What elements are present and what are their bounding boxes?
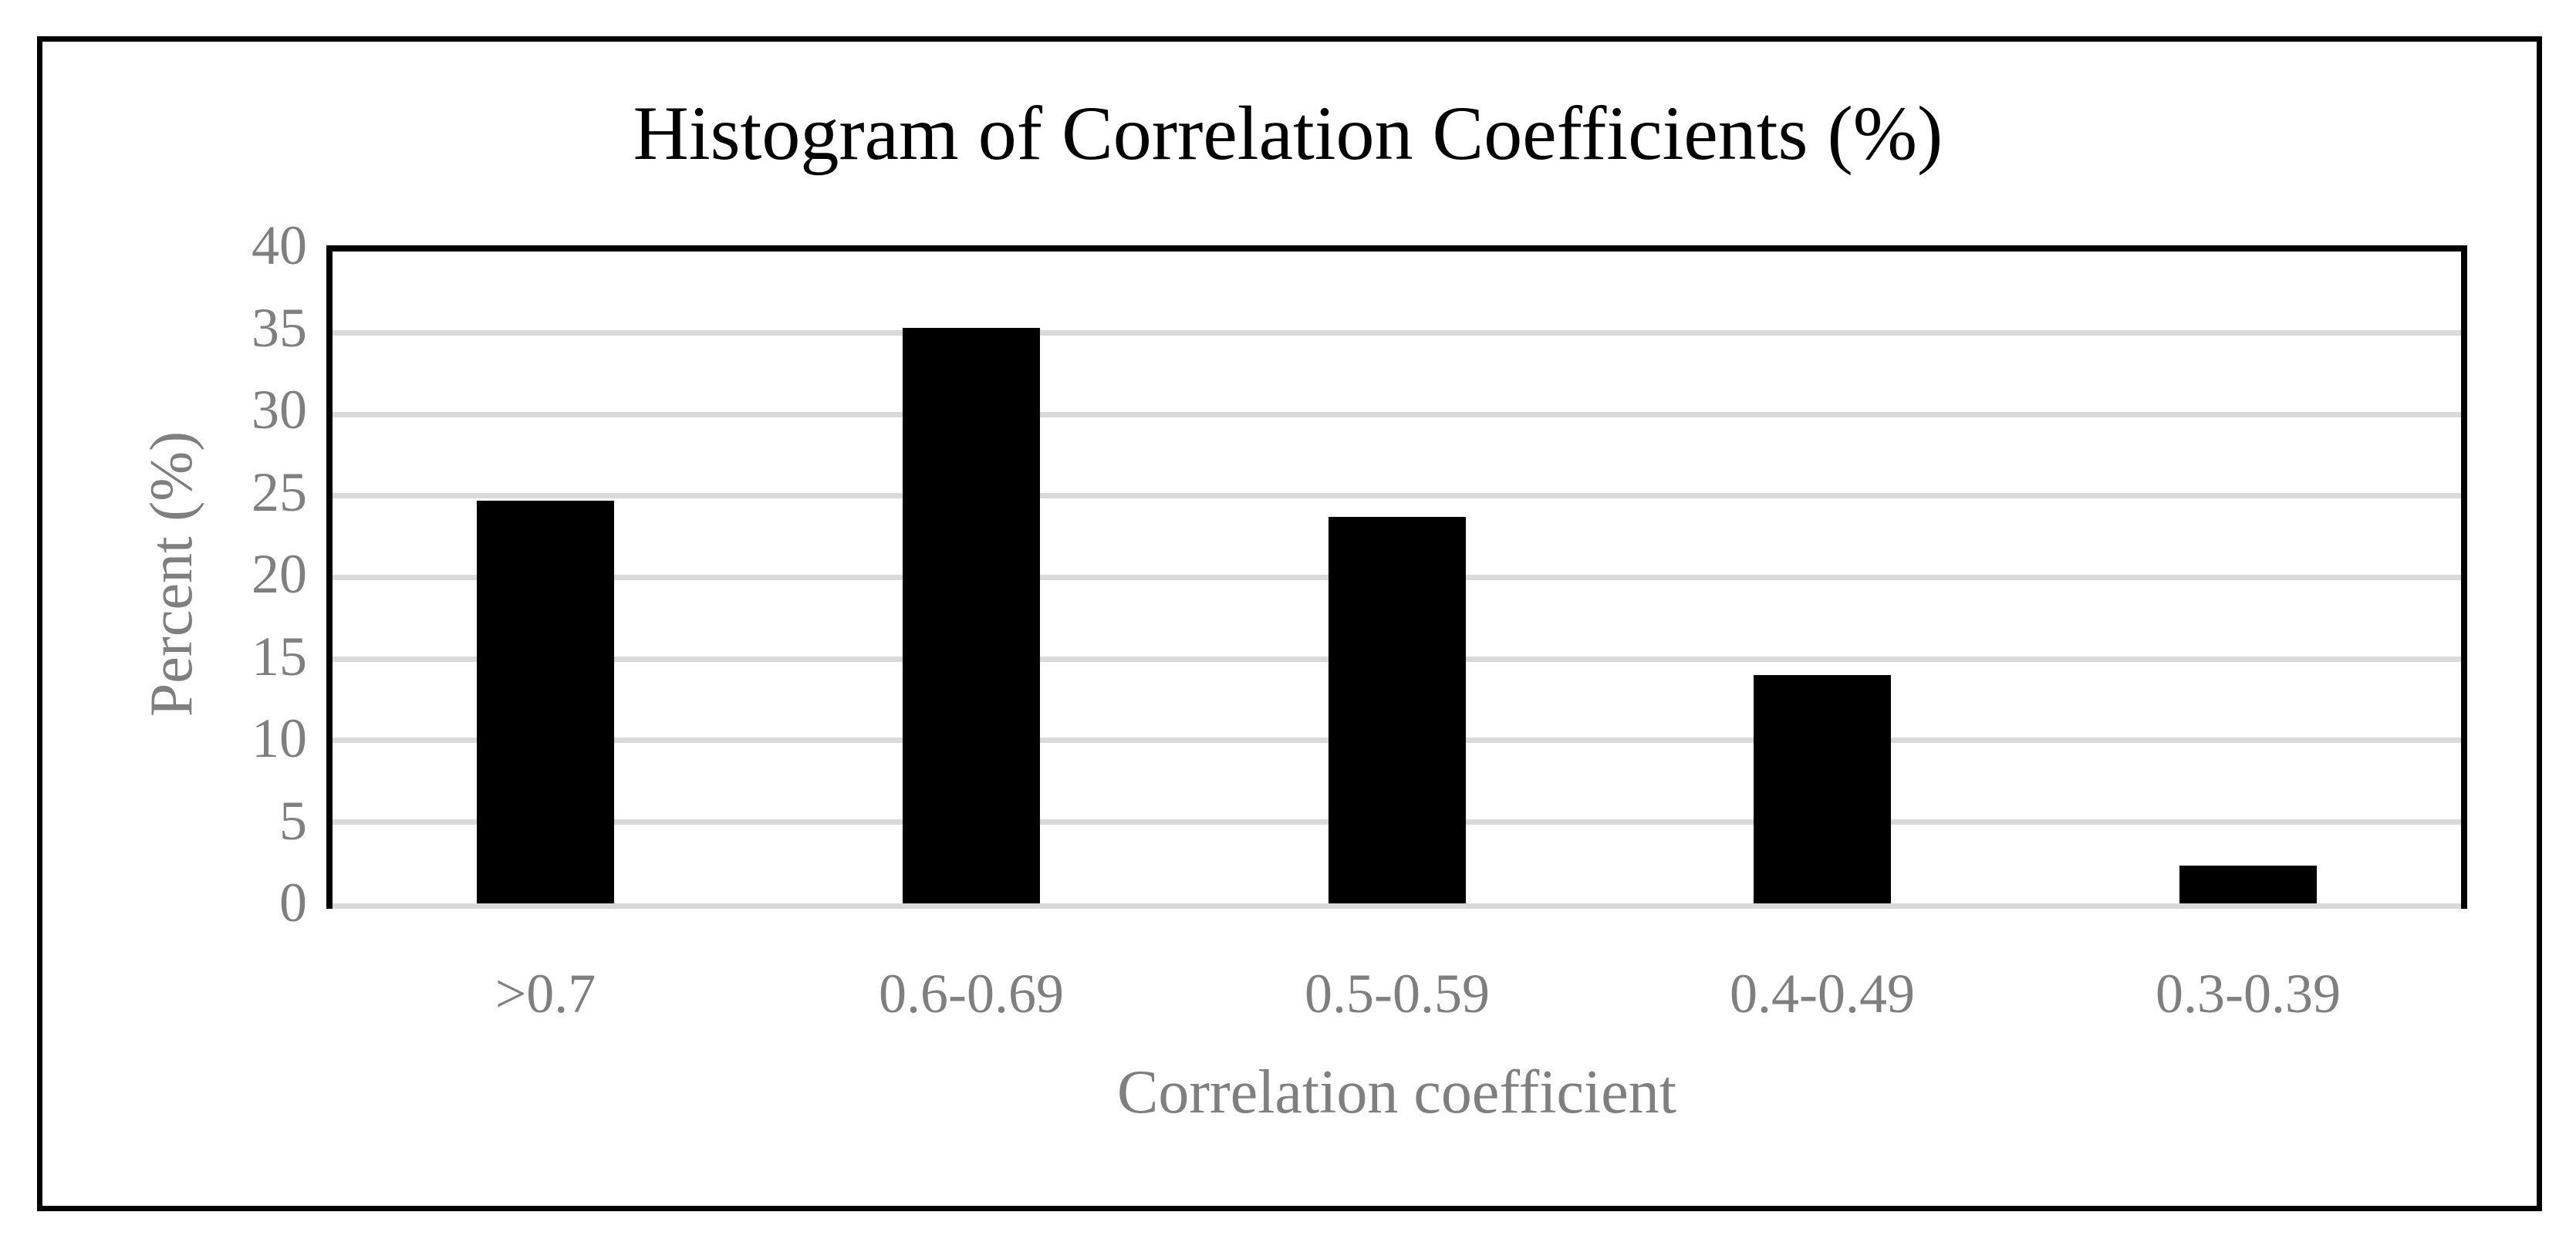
plot-area [326,245,2467,909]
bars-layer [333,252,2461,909]
y-tick-label-10: 10 [252,707,307,769]
gridline-30 [333,411,2461,417]
y-tick-label-25: 25 [252,461,307,523]
gridline-25 [333,493,2461,499]
bar-0.3-0.39 [2179,866,2317,903]
y-tick-label-20: 20 [252,543,307,605]
x-axis-title: Correlation coefficient [1117,1058,1676,1126]
y-tick-label-15: 15 [252,626,307,687]
x-tick-label-0.5-0.59: 0.5-0.59 [1305,963,1490,1025]
bar-0.5-0.59 [1329,517,1466,903]
y-tick-label-30: 30 [252,379,307,441]
chart-title: Histogram of Correlation Coefficients (%… [633,90,1943,176]
y-tick-label-0: 0 [279,872,307,933]
y-tick-label-35: 35 [252,297,307,359]
x-tick-label-0.6-0.69: 0.6-0.69 [879,963,1064,1025]
x-tick-label->0.7: >0.7 [495,963,596,1025]
bar-0.6-0.69 [903,328,1040,903]
x-tick-label-0.4-0.49: 0.4-0.49 [1730,963,1915,1025]
x-axis-baseline [333,903,2461,909]
figure-border [37,36,2542,1211]
gridline-35 [333,330,2461,336]
bar->0.7 [477,501,614,903]
bar-0.4-0.49 [1754,675,1891,903]
y-tick-label-5: 5 [279,790,307,852]
x-tick-label-0.3-0.39: 0.3-0.39 [2156,963,2341,1025]
y-tick-label-40: 40 [252,214,307,276]
